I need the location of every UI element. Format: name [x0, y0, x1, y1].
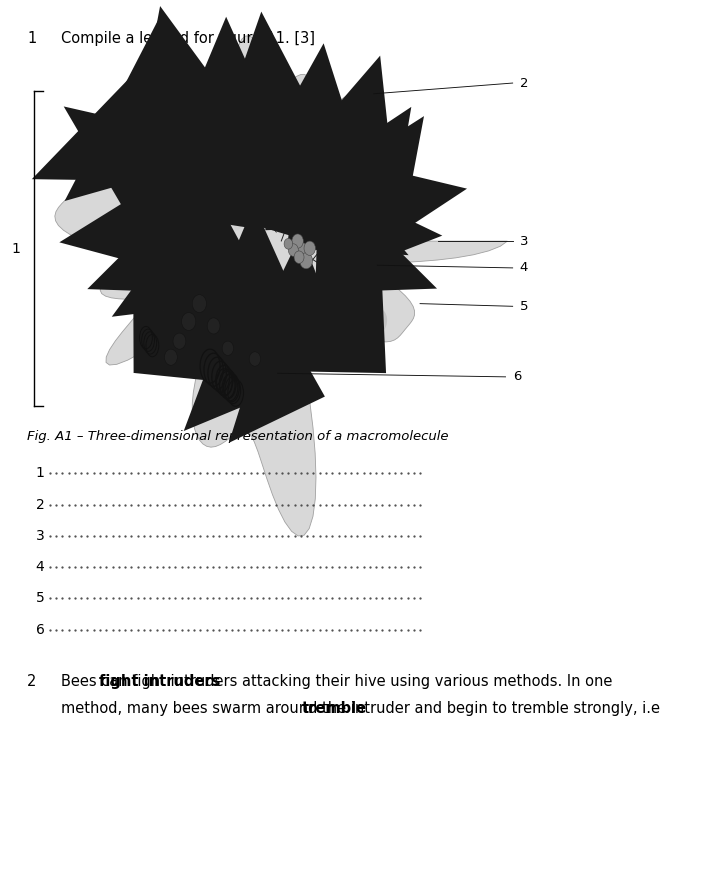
Ellipse shape: [318, 321, 330, 348]
Text: 1: 1: [27, 31, 36, 46]
Text: method, many bees swarm around the intruder and begin to tremble strongly, i.e: method, many bees swarm around the intru…: [61, 701, 659, 716]
Ellipse shape: [214, 173, 234, 187]
Ellipse shape: [344, 221, 354, 235]
Text: 5: 5: [36, 591, 44, 605]
Text: 3: 3: [520, 235, 528, 247]
Circle shape: [284, 238, 293, 249]
Ellipse shape: [387, 258, 400, 274]
Text: Bees can fight intruders attacking their hive using various methods. In one: Bees can fight intruders attacking their…: [61, 674, 612, 689]
Ellipse shape: [235, 327, 251, 350]
Text: 2: 2: [520, 77, 528, 89]
Ellipse shape: [277, 166, 305, 195]
Circle shape: [295, 243, 310, 261]
Ellipse shape: [257, 235, 283, 268]
Ellipse shape: [169, 272, 187, 288]
Ellipse shape: [158, 140, 172, 168]
Circle shape: [207, 318, 220, 334]
Text: 1: 1: [11, 242, 20, 255]
Text: Compile a legend for figure A1. [3]: Compile a legend for figure A1. [3]: [61, 31, 315, 46]
Text: Fig. A1 – Three-dimensional representation of a macromolecule: Fig. A1 – Three-dimensional representati…: [27, 430, 449, 444]
Circle shape: [222, 341, 234, 355]
Text: 2: 2: [27, 674, 36, 689]
Text: 4: 4: [520, 262, 528, 274]
Circle shape: [182, 313, 196, 330]
Circle shape: [288, 244, 298, 256]
Ellipse shape: [122, 160, 147, 188]
Text: tremble: tremble: [302, 701, 367, 716]
Ellipse shape: [300, 328, 315, 350]
Ellipse shape: [221, 300, 234, 324]
Ellipse shape: [355, 198, 375, 226]
Text: 3: 3: [36, 529, 44, 543]
Text: 6: 6: [513, 371, 521, 383]
Circle shape: [292, 234, 303, 248]
Ellipse shape: [325, 214, 344, 246]
Circle shape: [294, 251, 304, 263]
Ellipse shape: [207, 287, 222, 302]
Circle shape: [192, 295, 206, 313]
Ellipse shape: [357, 270, 379, 305]
Circle shape: [173, 333, 186, 349]
Text: 1: 1: [36, 466, 44, 480]
Ellipse shape: [169, 280, 184, 304]
Circle shape: [300, 253, 313, 269]
Ellipse shape: [128, 215, 151, 245]
Ellipse shape: [231, 313, 250, 338]
Text: 6: 6: [36, 622, 44, 637]
Ellipse shape: [122, 271, 132, 284]
Text: fight intruders: fight intruders: [99, 674, 220, 689]
Text: 4: 4: [36, 560, 44, 574]
Ellipse shape: [345, 246, 375, 278]
Ellipse shape: [192, 182, 216, 209]
Ellipse shape: [236, 330, 260, 362]
Circle shape: [249, 352, 261, 366]
Ellipse shape: [234, 202, 251, 230]
Ellipse shape: [150, 280, 172, 305]
Polygon shape: [55, 36, 508, 536]
Circle shape: [164, 349, 177, 365]
Text: 2: 2: [36, 497, 44, 512]
Text: 5: 5: [520, 300, 528, 313]
Ellipse shape: [120, 215, 147, 249]
Ellipse shape: [295, 204, 315, 228]
Ellipse shape: [367, 308, 387, 335]
Circle shape: [304, 241, 315, 255]
